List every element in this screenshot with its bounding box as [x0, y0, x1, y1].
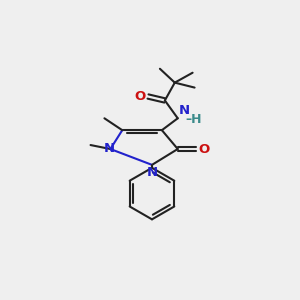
Text: –H: –H — [186, 113, 202, 126]
Text: O: O — [135, 90, 146, 103]
Text: O: O — [199, 142, 210, 155]
Text: N: N — [179, 104, 190, 117]
Text: N: N — [146, 166, 158, 179]
Text: N: N — [104, 142, 115, 154]
